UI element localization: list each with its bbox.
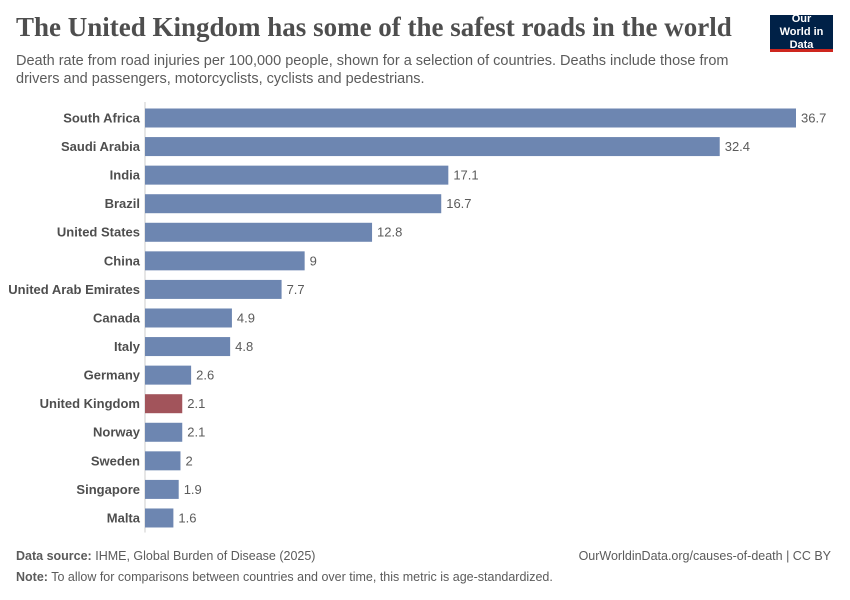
- category-label: Italy: [114, 339, 141, 354]
- bar: [145, 165, 449, 185]
- chart: South Africa 36.7 Saudi Arabia 32.4 India 17.…: [8, 102, 826, 533]
- logo[interactable]: Our World in Data: [770, 12, 833, 52]
- category-label: Singapore: [76, 482, 140, 497]
- category-label: South Africa: [63, 110, 141, 125]
- bar: [145, 194, 442, 214]
- value-label: 36.7: [801, 110, 826, 125]
- chart-title: The United Kingdom has some of the safes…: [16, 12, 732, 42]
- bar: [145, 479, 179, 499]
- category-label: Saudi Arabia: [61, 139, 141, 154]
- category-label: Germany: [84, 368, 141, 383]
- value-label: 12.8: [377, 225, 402, 240]
- bar: [145, 508, 174, 528]
- bar: [145, 451, 181, 471]
- bar: [145, 365, 192, 385]
- value-label: 2.6: [196, 368, 214, 383]
- value-label: 2.1: [187, 425, 205, 440]
- value-label: 4.8: [235, 339, 253, 354]
- bar: [145, 308, 232, 328]
- chart-subtitle: Death rate from road injuries per 100,00…: [16, 53, 729, 87]
- category-label: United Arab Emirates: [8, 282, 140, 297]
- value-label: 32.4: [725, 139, 750, 154]
- logo-text: Our World in Data: [779, 12, 824, 51]
- note-label: Note:: [16, 570, 48, 584]
- source: Data source: IHME, Global Burden of Dise…: [16, 549, 315, 563]
- bar: [145, 337, 231, 357]
- category-label: China: [104, 253, 141, 268]
- bar: [145, 279, 282, 299]
- category-label: Malta: [107, 510, 141, 525]
- category-label: Sweden: [91, 453, 140, 468]
- value-label: 2: [185, 453, 192, 468]
- value-label: 2.1: [187, 396, 205, 411]
- value-label: 1.6: [178, 510, 196, 525]
- value-label: 4.9: [237, 310, 255, 325]
- bar: [145, 137, 720, 157]
- category-label: India: [110, 168, 141, 183]
- note-text: To allow for comparisons between countri…: [51, 570, 553, 584]
- category-label: United States: [57, 225, 140, 240]
- category-label: Canada: [93, 310, 141, 325]
- category-label: Norway: [93, 425, 141, 440]
- category-label: United Kingdom: [40, 396, 140, 411]
- value-label: 16.7: [446, 196, 471, 211]
- note: Note: To allow for comparisons between c…: [16, 570, 553, 584]
- bar: [145, 222, 373, 242]
- value-label: 7.7: [287, 282, 305, 297]
- value-label: 1.9: [184, 482, 202, 497]
- bar: [145, 394, 183, 414]
- value-label: 17.1: [453, 168, 478, 183]
- bar: [145, 422, 183, 442]
- category-label: Brazil: [105, 196, 140, 211]
- value-label: 9: [310, 253, 317, 268]
- url[interactable]: OurWorldinData.org/causes-of-death | CC …: [578, 549, 831, 563]
- bar: [145, 108, 796, 128]
- bar: [145, 251, 305, 271]
- source-label: Data source:: [16, 549, 92, 563]
- source-text: IHME, Global Burden of Disease (2025): [95, 549, 316, 563]
